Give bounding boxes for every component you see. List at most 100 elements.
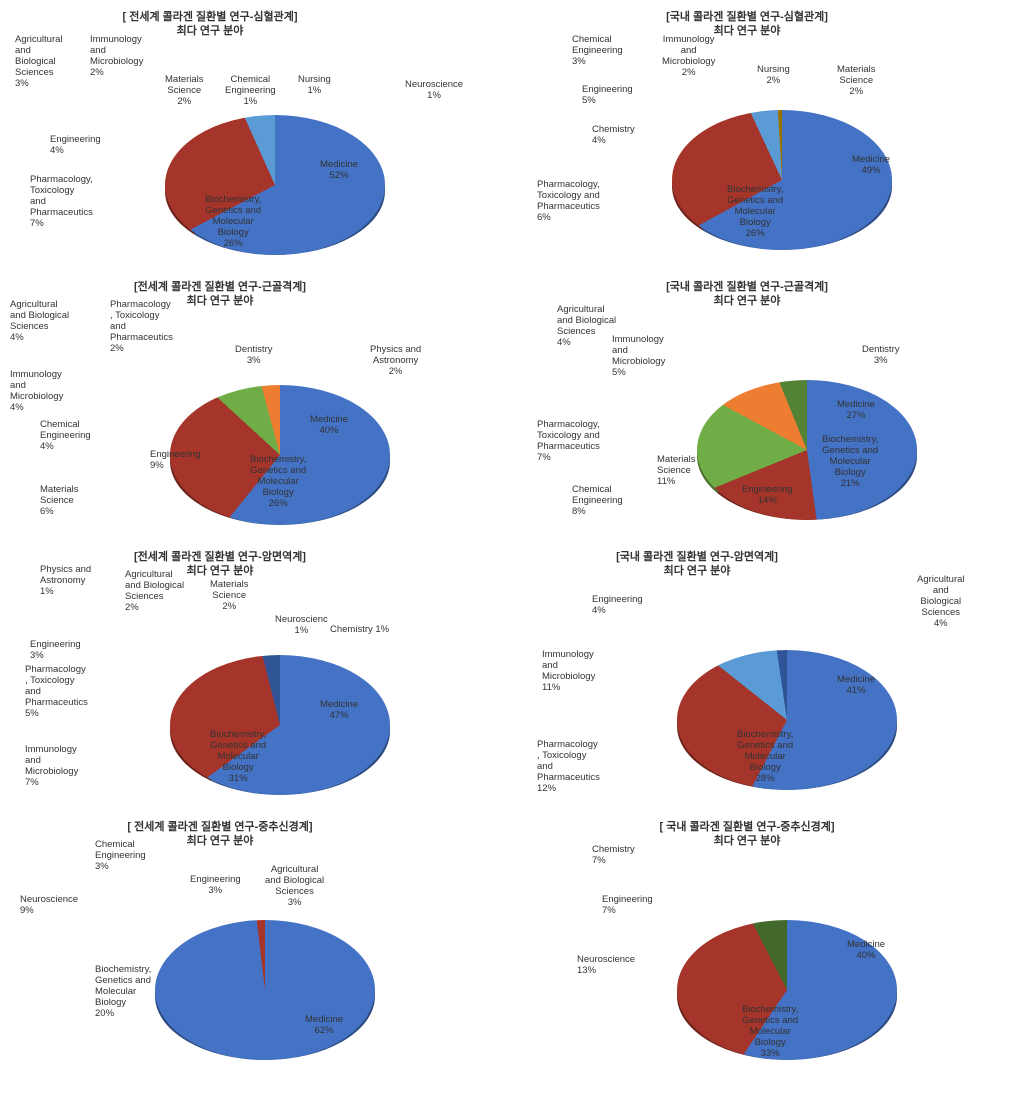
slice-label-line: 3% xyxy=(15,79,63,90)
slice-label: Pharmacology,ToxicologyandPharmaceutics7… xyxy=(30,175,93,230)
slice-label-line: 2% xyxy=(90,68,143,79)
slice-label: Medicine41% xyxy=(837,675,875,697)
slice-label-line: 6% xyxy=(40,507,79,518)
slice-label-line: 13% xyxy=(577,966,635,977)
slice-label: Pharmacology, ToxicologyandPharmaceutics… xyxy=(537,740,600,795)
slice-label-line: 52% xyxy=(320,171,358,182)
slice-label-line: 2% xyxy=(837,87,876,98)
slice-label-line: 1% xyxy=(405,91,463,102)
pie-chart: [국내 콜라겐 질환별 연구-근골격계]최다 연구 분야Medicine27%B… xyxy=(517,280,1024,550)
pie-top xyxy=(165,115,385,255)
slice-label: ChemicalEngineering4% xyxy=(40,420,91,453)
slice-label: Biochemistry,Genetics andMolecularBiolog… xyxy=(205,195,261,250)
slice-label-line: 40% xyxy=(847,951,885,962)
slice-label: MaterialsScience2% xyxy=(210,580,249,613)
slice-label-line: 20% xyxy=(95,1009,151,1020)
pie-chart: [국내 콜라겐 질환별 연구-암면역계]최다 연구 분야Medicine41%B… xyxy=(517,550,1024,820)
slice-label: Pharmacology,Toxicology andPharmaceutics… xyxy=(537,180,600,224)
slice-label-line: 2% xyxy=(370,367,421,378)
pie-chart: [전세계 콜라겐 질환별 연구-암면역계]최다 연구 분야Medicine47%… xyxy=(10,550,517,820)
pie-body xyxy=(697,380,917,520)
slice-label-line: 4% xyxy=(10,403,63,414)
slice-label-line: 26% xyxy=(205,239,261,250)
pie-depth xyxy=(697,392,917,520)
slice-label: Biochemistry,Genetics andMolecularBiolog… xyxy=(822,435,878,490)
slice-label-line: 9% xyxy=(150,461,201,472)
pie-body xyxy=(155,920,375,1060)
slice-label: AgriculturalandBiologicalSciences4% xyxy=(917,575,965,630)
slice-label: Dentistry3% xyxy=(235,345,272,367)
pie-top xyxy=(155,920,375,1060)
slice-label: Chemistry 1% xyxy=(330,625,389,636)
slice-label: Engineering7% xyxy=(602,895,653,917)
slice-label-line: 1% xyxy=(225,97,276,108)
slice-label: Nursing1% xyxy=(298,75,331,97)
pie-depth xyxy=(170,667,390,795)
slice-label-line: 2% xyxy=(210,602,249,613)
slice-label-line: Chemistry 1% xyxy=(330,625,389,636)
slice-label: ChemicalEngineering1% xyxy=(225,75,276,108)
slice-label-line: 6% xyxy=(537,213,600,224)
slice-label: ImmunologyandMicrobiology2% xyxy=(90,35,143,79)
chart-title-line1: [ 전세계 콜라겐 질환별 연구-심혈관계] xyxy=(0,10,460,24)
slice-label-line: 40% xyxy=(310,426,348,437)
slice-label-line: 4% xyxy=(917,619,965,630)
slice-label-line: 3% xyxy=(95,862,146,873)
slice-label: Chemistry4% xyxy=(592,125,635,147)
slice-label: Medicine40% xyxy=(310,415,348,437)
chart-title: [국내 콜라겐 질환별 연구-심혈관계]최다 연구 분야 xyxy=(497,10,997,39)
slice-label: Engineering3% xyxy=(30,640,81,662)
slice-label: Biochemistry,Genetics andMolecularBiolog… xyxy=(95,965,151,1020)
slice-label-line: 2% xyxy=(125,603,184,614)
slice-label-line: 11% xyxy=(657,477,696,488)
slice-label: ChemicalEngineering3% xyxy=(572,35,623,68)
slice-label-line: 7% xyxy=(30,219,93,230)
slice-label: Engineering4% xyxy=(50,135,101,157)
slice-label-line: 27% xyxy=(837,411,875,422)
slice-label-line: 41% xyxy=(837,686,875,697)
slice-label: MaterialsScience11% xyxy=(657,455,696,488)
slice-label-line: 2% xyxy=(662,68,715,79)
slice-label-line: 5% xyxy=(612,368,665,379)
slice-label: Nursing2% xyxy=(757,65,790,87)
chart-title-line2: 최다 연구 분야 xyxy=(497,834,997,848)
slice-label: ImmunologyandMicrobiology7% xyxy=(25,745,78,789)
chart-title: [전세계 콜라겐 질환별 연구-암면역계]최다 연구 분야 xyxy=(0,550,470,579)
slice-label-line: 12% xyxy=(537,784,600,795)
slice-label: Engineering4% xyxy=(592,595,643,617)
slice-label: Medicine52% xyxy=(320,160,358,182)
slice-label-line: 47% xyxy=(320,711,358,722)
slice-label-line: 1% xyxy=(275,626,328,637)
chart-title: [전세계 콜라겐 질환별 연구-근골격계]최다 연구 분야 xyxy=(0,280,470,309)
pie-body xyxy=(165,115,385,255)
slice-label: Agriculturaland BiologicalSciences3% xyxy=(265,865,324,909)
pie-chart: [ 전세계 콜라겐 질환별 연구-중추신경계]최다 연구 분야Medicine6… xyxy=(10,820,517,1090)
slice-label-line: 3% xyxy=(30,651,81,662)
pie-top xyxy=(170,655,390,795)
slice-label: Biochemistry,Genetics andMolecularBiolog… xyxy=(742,1005,798,1060)
slice-label-line: 7% xyxy=(602,906,653,917)
chart-title-line1: [전세계 콜라겐 질환별 연구-근골격계] xyxy=(0,280,470,294)
slice-label-line: 31% xyxy=(210,774,266,785)
chart-title-line2: 최다 연구 분야 xyxy=(0,834,470,848)
chart-title-line1: [ 전세계 콜라겐 질환별 연구-중추신경계] xyxy=(0,820,470,834)
slice-label: Pharmacology, ToxicologyandPharmaceutics… xyxy=(25,665,88,720)
slice-label: Agriculturaland BiologicalSciences4% xyxy=(557,305,616,349)
slice-label: Medicine47% xyxy=(320,700,358,722)
slice-label: Neuroscience13% xyxy=(577,955,635,977)
slice-label: ImmunologyandMicrobiology4% xyxy=(10,370,63,414)
slice-label: AgriculturalandBiologicalSciences3% xyxy=(15,35,63,90)
slice-label: MaterialsScience2% xyxy=(165,75,204,108)
slice-label-line: 3% xyxy=(265,898,324,909)
slice-label: Engineering9% xyxy=(150,450,201,472)
chart-title: [ 국내 콜라겐 질환별 연구-중추신경계]최다 연구 분야 xyxy=(497,820,997,849)
slice-label: Medicine62% xyxy=(305,1015,343,1037)
chart-title: [ 전세계 콜라겐 질환별 연구-중추신경계]최다 연구 분야 xyxy=(0,820,470,849)
chart-title-line1: [국내 콜라겐 질환별 연구-암면역계] xyxy=(447,550,947,564)
slice-label: Dentistry3% xyxy=(862,345,899,367)
slice-label: ChemicalEngineering8% xyxy=(572,485,623,518)
slice-label: Engineering5% xyxy=(582,85,633,107)
slice-label-line: 28% xyxy=(737,774,793,785)
slice-label: Biochemistry,Genetics andMolecularBiolog… xyxy=(250,455,306,510)
slice-label-line: 2% xyxy=(110,344,173,355)
